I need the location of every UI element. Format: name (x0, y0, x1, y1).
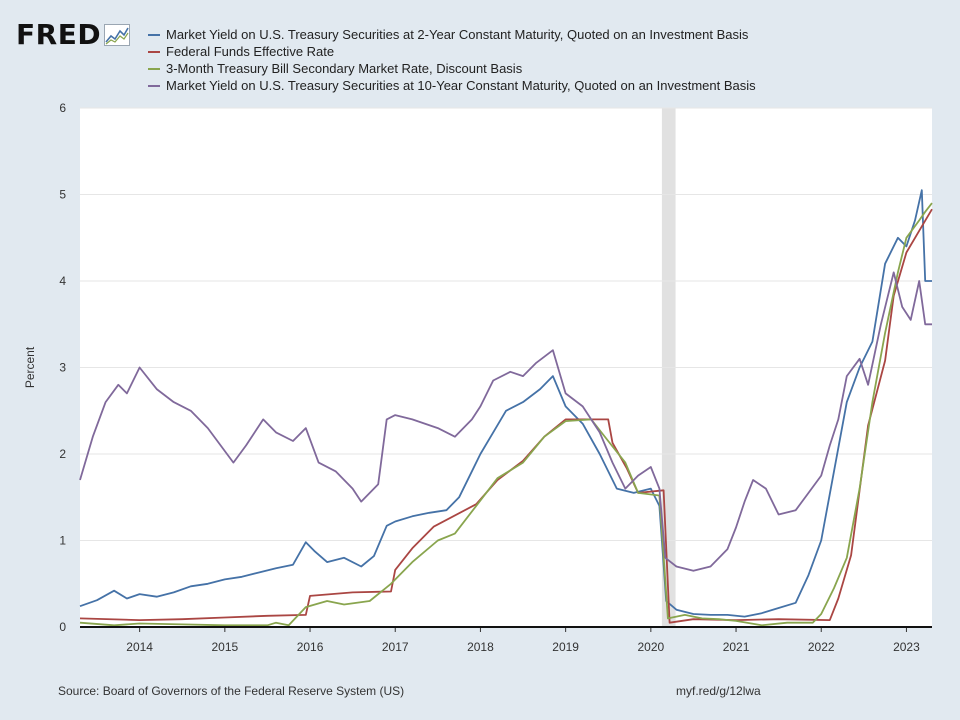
legend-item: Federal Funds Effective Rate (148, 43, 756, 60)
y-tick-label: 6 (59, 101, 66, 115)
x-tick-label: 2023 (893, 640, 920, 654)
y-tick-label: 2 (59, 447, 66, 461)
legend-swatch (148, 67, 160, 70)
source-note: Source: Board of Governors of the Federa… (58, 684, 405, 698)
x-tick-label: 2019 (552, 640, 579, 654)
chart-legend: Market Yield on U.S. Treasury Securities… (148, 26, 756, 94)
legend-swatch (148, 50, 160, 53)
x-tick-label: 2021 (723, 640, 750, 654)
short-link[interactable]: myf.red/g/12lwa (676, 684, 761, 698)
x-tick-label: 2020 (637, 640, 664, 654)
y-tick-label: 1 (59, 534, 66, 548)
fred-logo: FRED (16, 18, 131, 51)
y-tick-label: 0 (59, 620, 66, 634)
legend-label: Federal Funds Effective Rate (166, 44, 335, 59)
y-tick-label: 5 (59, 188, 66, 202)
x-tick-label: 2022 (808, 640, 835, 654)
legend-swatch (148, 84, 160, 87)
series-line-3 (79, 202, 933, 627)
legend-label: Market Yield on U.S. Treasury Securities… (166, 78, 756, 93)
y-tick-label: 3 (59, 361, 66, 375)
x-tick-label: 2015 (211, 640, 238, 654)
x-tick-label: 2017 (382, 640, 409, 654)
y-tick-label: 4 (59, 274, 66, 288)
legend-item: 3-Month Treasury Bill Secondary Market R… (148, 60, 756, 77)
x-tick-label: 2014 (126, 640, 153, 654)
legend-item: Market Yield on U.S. Treasury Securities… (148, 26, 756, 43)
x-tick-label: 2016 (297, 640, 324, 654)
series-line-4 (79, 271, 932, 572)
legend-label: Market Yield on U.S. Treasury Securities… (166, 27, 749, 42)
fred-logo-text: FRED (16, 18, 102, 51)
legend-swatch (148, 33, 160, 36)
legend-item: Market Yield on U.S. Treasury Securities… (148, 77, 756, 94)
fred-logo-graph-icon (104, 23, 131, 46)
legend-label: 3-Month Treasury Bill Secondary Market R… (166, 61, 523, 76)
y-axis-label: Percent (23, 346, 37, 388)
x-tick-label: 2018 (467, 640, 494, 654)
series-line-1 (79, 189, 932, 618)
